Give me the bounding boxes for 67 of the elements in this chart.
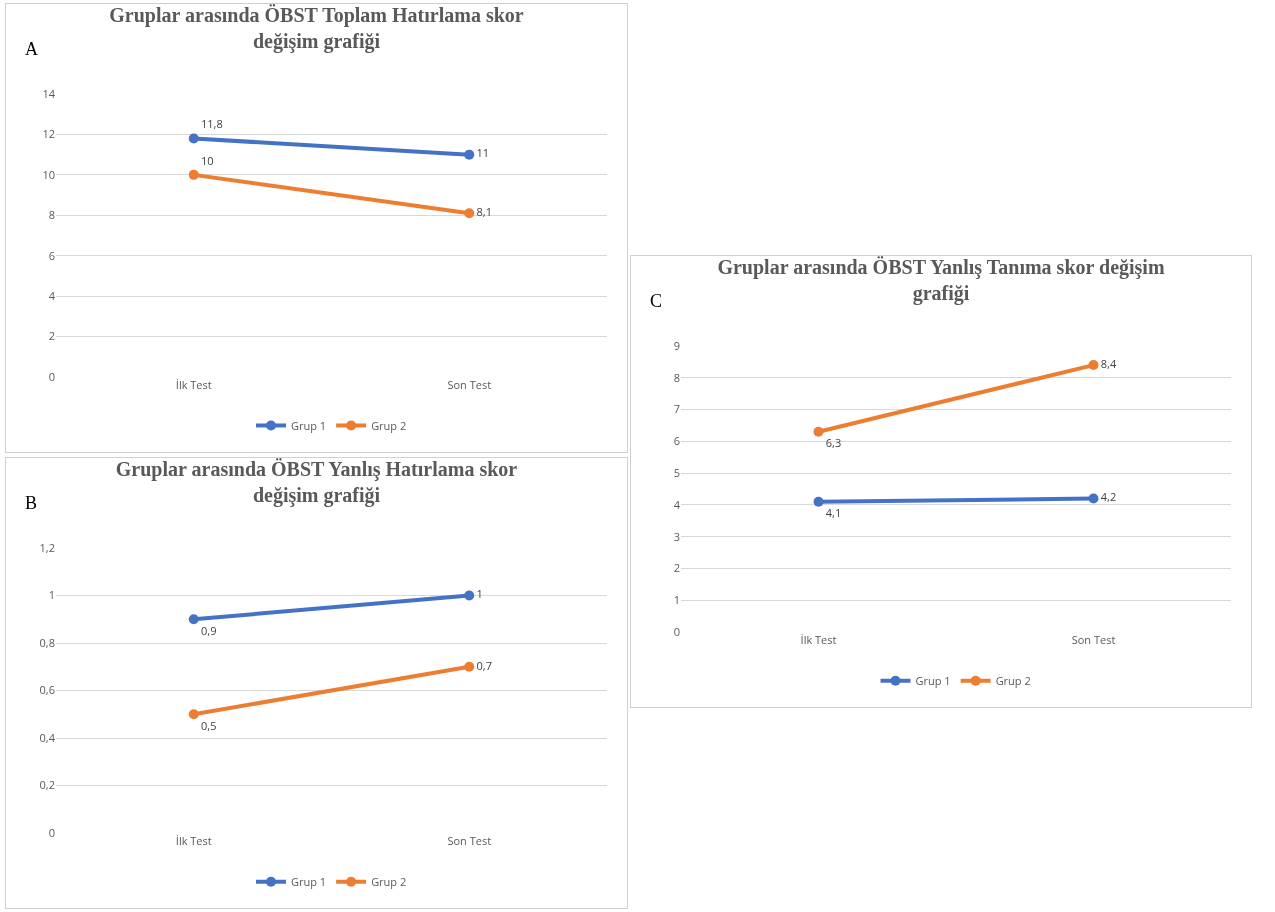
data-label: 11,8 [201, 116, 223, 132]
point [1088, 493, 1099, 504]
x-tick-label: Son Test [447, 377, 492, 392]
y-tick-label: 10 [42, 166, 55, 182]
point [813, 426, 824, 437]
point [464, 661, 475, 672]
data-label: 8,4 [1100, 355, 1117, 371]
data-label: 10 [201, 152, 214, 168]
data-label: 4,1 [825, 505, 842, 521]
point [464, 149, 475, 160]
y-tick-label: 1 [48, 587, 55, 603]
data-label: 8,1 [476, 204, 492, 220]
y-tick-label: 14 [42, 85, 56, 101]
point [188, 169, 199, 180]
chart-title: Gruplar arasında ÖBST Yanlış Hatırlama skor değişim grafiği [115, 458, 518, 507]
x-tick-label: İlk Test [175, 377, 212, 392]
y-tick-label: 8 [673, 369, 680, 385]
text: A [25, 39, 38, 59]
data-label: 1 [476, 586, 483, 602]
point [188, 614, 199, 625]
y-tick-label: 12 [42, 126, 55, 142]
x-tick-label: Son Test [1071, 632, 1116, 647]
data-label: 6,3 [825, 435, 842, 451]
y-tick-label: 0,4 [39, 729, 56, 745]
y-tick-label: 9 [673, 337, 680, 353]
y-tick-label: 0 [48, 824, 55, 840]
y-tick-label: 2 [48, 328, 55, 344]
y-tick-label: 7 [673, 401, 680, 417]
data-label: 0,5 [201, 717, 217, 733]
point [464, 208, 475, 219]
y-tick-label: 1 [673, 592, 680, 608]
y-tick-label: 3 [673, 528, 680, 544]
legend-label: Grup 2 [995, 673, 1031, 689]
y-tick-label: 0,2 [39, 777, 55, 793]
legend-label: Grup 1 [915, 673, 951, 689]
y-tick-label: 1,2 [39, 539, 55, 555]
legend-label: Grup 1 [291, 417, 327, 433]
data-label: 0,7 [476, 657, 492, 673]
point [813, 496, 824, 507]
point [1088, 360, 1099, 371]
point [188, 709, 199, 720]
text: C [650, 291, 663, 311]
chart-title: Gruplar arasında ÖBST Toplam Hatırlama skor değişim grafiği [109, 3, 524, 53]
x-tick-label: İlk Test [800, 632, 837, 647]
legend-label: Grup 1 [291, 873, 327, 889]
x-tick-label: İlk Test [175, 833, 212, 848]
text: B [25, 493, 38, 513]
y-tick-label: 6 [673, 433, 680, 449]
legend-label: Grup 2 [371, 873, 407, 889]
y-tick-label: 0,8 [39, 634, 55, 650]
y-tick-label: 8 [48, 207, 55, 223]
y-tick-label: 0 [48, 368, 55, 384]
point [188, 133, 199, 144]
data-label: 11 [476, 145, 490, 161]
y-tick-label: 4 [48, 287, 56, 303]
y-tick-label: 4 [673, 496, 681, 512]
y-tick-label: 2 [673, 560, 680, 576]
y-tick-label: 0 [673, 623, 680, 639]
legend-label: Grup 2 [371, 417, 407, 433]
data-label: 4,2 [1100, 489, 1117, 505]
y-tick-label: 6 [48, 247, 55, 263]
y-tick-label: 0,6 [39, 682, 55, 698]
y-tick-label: 5 [673, 464, 680, 480]
x-tick-label: Son Test [447, 833, 492, 848]
chart-title: Gruplar arasında ÖBST Yanlış Tanıma skor değişim grafiği [717, 256, 1165, 306]
point [464, 590, 475, 601]
data-label: 0,9 [201, 622, 217, 638]
